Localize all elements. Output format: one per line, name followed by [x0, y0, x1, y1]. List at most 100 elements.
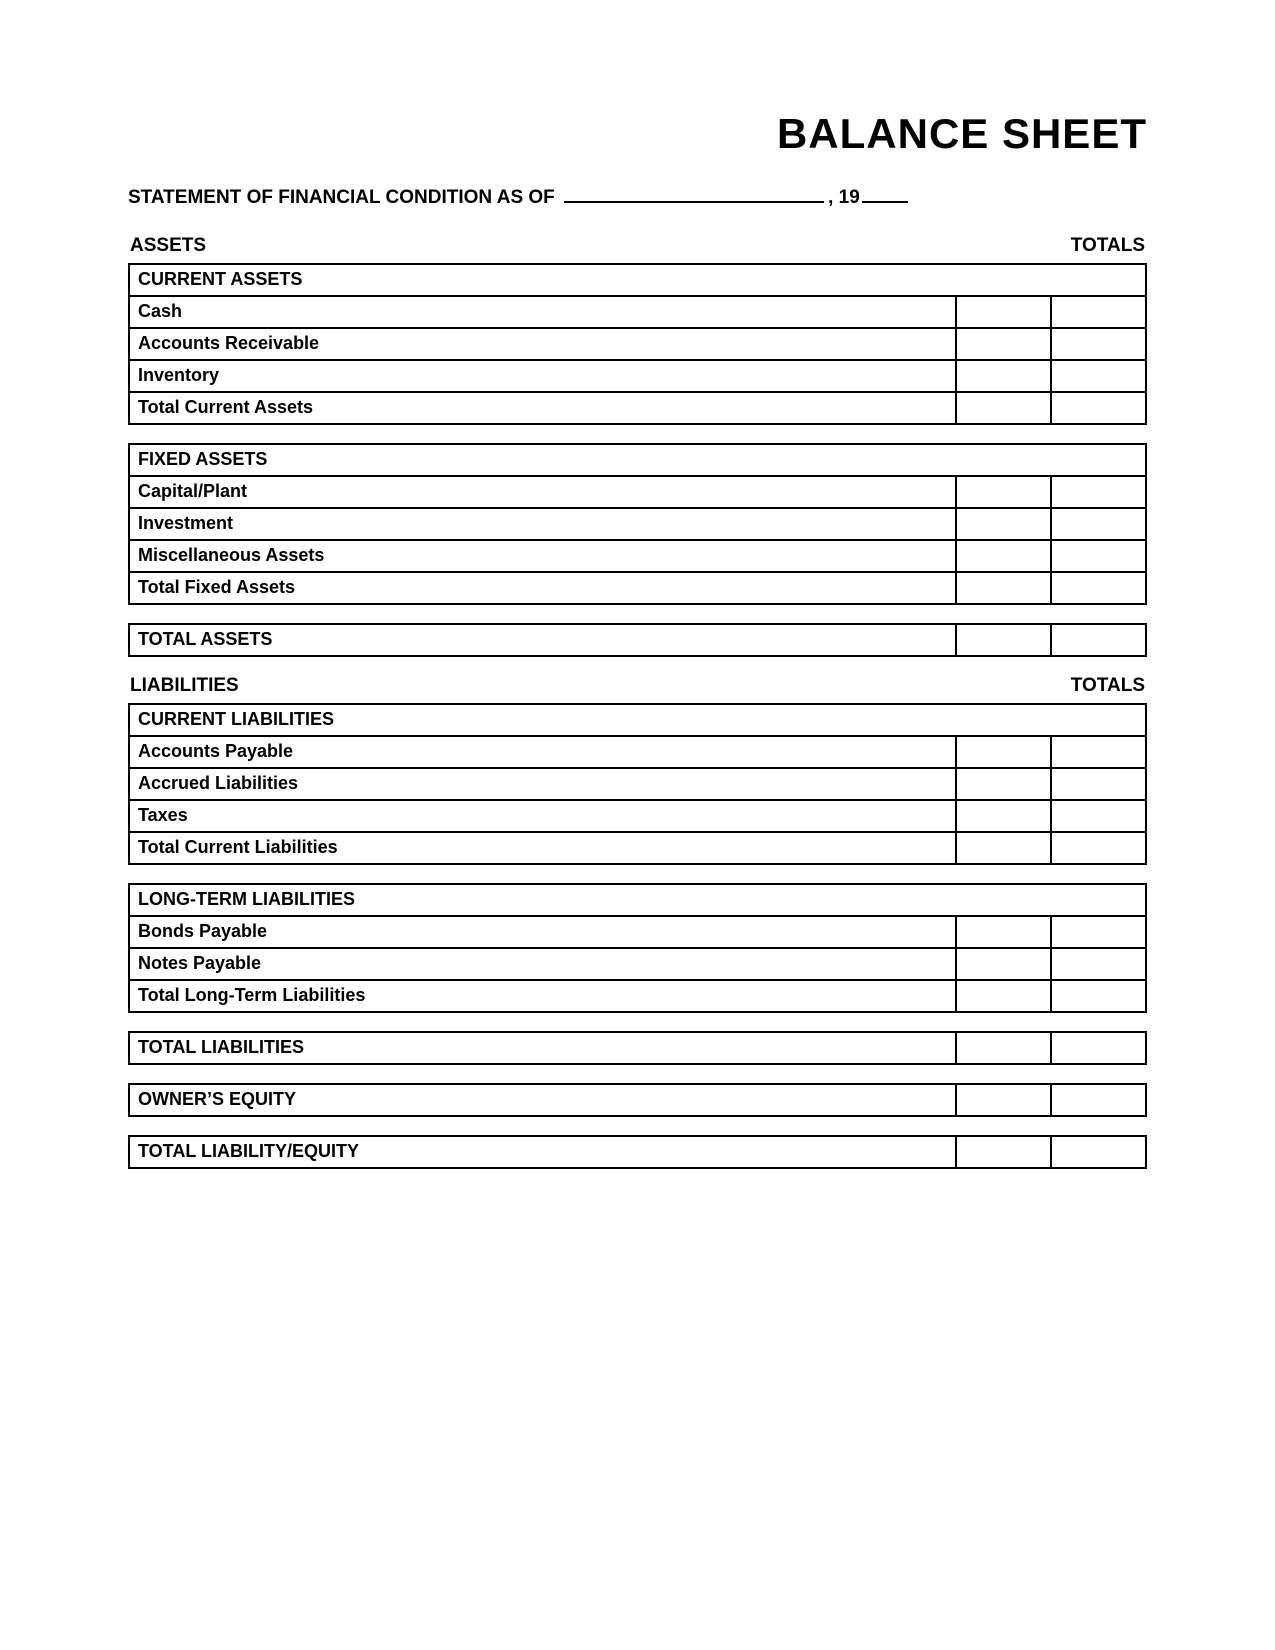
row-label: Taxes: [129, 800, 956, 832]
statement-line: STATEMENT OF FINANCIAL CONDITION AS OF ,…: [128, 182, 1147, 209]
value-cell[interactable]: [1051, 1032, 1146, 1064]
longterm-liabilities-table: LONG-TERM LIABILITIES Bonds Payable Note…: [128, 883, 1147, 1013]
value-cell[interactable]: [956, 392, 1051, 424]
row-label: Accounts Receivable: [129, 328, 956, 360]
value-cell[interactable]: [1051, 1136, 1146, 1168]
assets-header-right: TOTALS: [1071, 235, 1145, 257]
row-label: Notes Payable: [129, 948, 956, 980]
table-row: Cash: [129, 296, 1146, 328]
value-cell[interactable]: [1051, 476, 1146, 508]
table-row: Notes Payable: [129, 948, 1146, 980]
table-row: LONG-TERM LIABILITIES: [129, 884, 1146, 916]
value-cell[interactable]: [956, 296, 1051, 328]
longterm-liabilities-title: LONG-TERM LIABILITIES: [129, 884, 1146, 916]
value-cell[interactable]: [1051, 624, 1146, 656]
value-cell[interactable]: [1051, 540, 1146, 572]
value-cell[interactable]: [1051, 296, 1146, 328]
table-row: CURRENT LIABILITIES: [129, 704, 1146, 736]
table-row: Accounts Receivable: [129, 328, 1146, 360]
total-assets-table: TOTAL ASSETS: [128, 623, 1147, 657]
assets-header-left: ASSETS: [130, 235, 206, 257]
liabilities-header-left: LIABILITIES: [130, 675, 239, 697]
liabilities-header: LIABILITIES TOTALS: [130, 675, 1145, 697]
value-cell[interactable]: [956, 948, 1051, 980]
row-label: Total Current Liabilities: [129, 832, 956, 864]
total-liability-equity-table: TOTAL LIABILITY/EQUITY: [128, 1135, 1147, 1169]
page-title: BALANCE SHEET: [128, 110, 1147, 158]
value-cell[interactable]: [1051, 736, 1146, 768]
year-prefix: 19: [839, 187, 860, 209]
value-cell[interactable]: [956, 328, 1051, 360]
value-cell[interactable]: [1051, 800, 1146, 832]
total-assets-label: TOTAL ASSETS: [129, 624, 956, 656]
table-row: Accounts Payable: [129, 736, 1146, 768]
value-cell[interactable]: [956, 572, 1051, 604]
value-cell[interactable]: [956, 1032, 1051, 1064]
owners-equity-label: OWNER’S EQUITY: [129, 1084, 956, 1116]
row-label: Inventory: [129, 360, 956, 392]
value-cell[interactable]: [956, 736, 1051, 768]
total-liabilities-label: TOTAL LIABILITIES: [129, 1032, 956, 1064]
table-row: CURRENT ASSETS: [129, 264, 1146, 296]
liabilities-header-right: TOTALS: [1071, 675, 1145, 697]
value-cell[interactable]: [1051, 948, 1146, 980]
value-cell[interactable]: [956, 916, 1051, 948]
table-row: Taxes: [129, 800, 1146, 832]
value-cell[interactable]: [1051, 980, 1146, 1012]
table-row: Bonds Payable: [129, 916, 1146, 948]
value-cell[interactable]: [956, 800, 1051, 832]
current-assets-table: CURRENT ASSETS Cash Accounts Receivable …: [128, 263, 1147, 425]
value-cell[interactable]: [956, 832, 1051, 864]
fixed-assets-title: FIXED ASSETS: [129, 444, 1146, 476]
table-row: Accrued Liabilities: [129, 768, 1146, 800]
value-cell[interactable]: [956, 360, 1051, 392]
table-row: Total Long-Term Liabilities: [129, 980, 1146, 1012]
value-cell[interactable]: [956, 768, 1051, 800]
value-cell[interactable]: [1051, 916, 1146, 948]
table-row: Total Current Assets: [129, 392, 1146, 424]
total-liabilities-table: TOTAL LIABILITIES: [128, 1031, 1147, 1065]
owners-equity-table: OWNER’S EQUITY: [128, 1083, 1147, 1117]
row-label: Miscellaneous Assets: [129, 540, 956, 572]
row-label: Total Fixed Assets: [129, 572, 956, 604]
table-row: TOTAL LIABILITIES: [129, 1032, 1146, 1064]
table-row: Total Current Liabilities: [129, 832, 1146, 864]
row-label: Bonds Payable: [129, 916, 956, 948]
table-row: Investment: [129, 508, 1146, 540]
value-cell[interactable]: [1051, 832, 1146, 864]
value-cell[interactable]: [1051, 508, 1146, 540]
value-cell[interactable]: [956, 1136, 1051, 1168]
current-liabilities-table: CURRENT LIABILITIES Accounts Payable Acc…: [128, 703, 1147, 865]
value-cell[interactable]: [1051, 392, 1146, 424]
value-cell[interactable]: [1051, 1084, 1146, 1116]
table-row: TOTAL LIABILITY/EQUITY: [129, 1136, 1146, 1168]
year-blank[interactable]: [862, 182, 908, 203]
total-liability-equity-label: TOTAL LIABILITY/EQUITY: [129, 1136, 956, 1168]
date-blank[interactable]: [564, 182, 824, 203]
table-row: Total Fixed Assets: [129, 572, 1146, 604]
value-cell[interactable]: [956, 1084, 1051, 1116]
fixed-assets-table: FIXED ASSETS Capital/Plant Investment Mi…: [128, 443, 1147, 605]
table-row: FIXED ASSETS: [129, 444, 1146, 476]
value-cell[interactable]: [956, 476, 1051, 508]
table-row: Inventory: [129, 360, 1146, 392]
value-cell[interactable]: [1051, 328, 1146, 360]
table-row: Capital/Plant: [129, 476, 1146, 508]
row-label: Accounts Payable: [129, 736, 956, 768]
table-row: TOTAL ASSETS: [129, 624, 1146, 656]
value-cell[interactable]: [956, 624, 1051, 656]
row-label: Accrued Liabilities: [129, 768, 956, 800]
row-label: Capital/Plant: [129, 476, 956, 508]
statement-prefix: STATEMENT OF FINANCIAL CONDITION AS OF: [128, 187, 555, 209]
table-row: Miscellaneous Assets: [129, 540, 1146, 572]
balance-sheet-page: BALANCE SHEET STATEMENT OF FINANCIAL CON…: [0, 0, 1275, 1169]
value-cell[interactable]: [1051, 360, 1146, 392]
row-label: Total Long-Term Liabilities: [129, 980, 956, 1012]
value-cell[interactable]: [956, 980, 1051, 1012]
table-row: OWNER’S EQUITY: [129, 1084, 1146, 1116]
value-cell[interactable]: [956, 508, 1051, 540]
value-cell[interactable]: [1051, 572, 1146, 604]
value-cell[interactable]: [1051, 768, 1146, 800]
value-cell[interactable]: [956, 540, 1051, 572]
row-label: Investment: [129, 508, 956, 540]
